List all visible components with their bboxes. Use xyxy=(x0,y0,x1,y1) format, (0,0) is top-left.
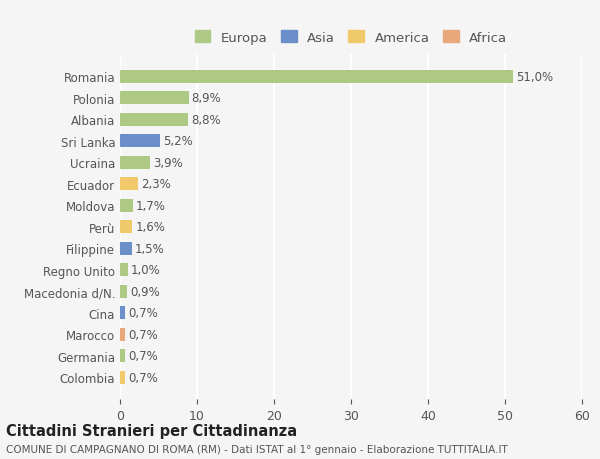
Text: 5,2%: 5,2% xyxy=(163,135,193,148)
Text: 1,5%: 1,5% xyxy=(134,242,164,255)
Bar xyxy=(120,307,125,319)
Text: 8,8%: 8,8% xyxy=(191,113,220,127)
Text: 0,7%: 0,7% xyxy=(128,349,158,362)
Text: 0,7%: 0,7% xyxy=(128,328,158,341)
Text: 1,7%: 1,7% xyxy=(136,199,166,212)
Text: COMUNE DI CAMPAGNANO DI ROMA (RM) - Dati ISTAT al 1° gennaio - Elaborazione TUTT: COMUNE DI CAMPAGNANO DI ROMA (RM) - Dati… xyxy=(6,444,508,454)
Bar xyxy=(120,178,138,191)
Bar xyxy=(120,113,188,127)
Bar xyxy=(120,371,125,384)
Bar xyxy=(120,71,513,84)
Bar xyxy=(120,157,150,169)
Bar xyxy=(120,242,131,255)
Bar xyxy=(120,263,128,276)
Legend: Europa, Asia, America, Africa: Europa, Asia, America, Africa xyxy=(191,27,511,49)
Text: Cittadini Stranieri per Cittadinanza: Cittadini Stranieri per Cittadinanza xyxy=(6,423,297,438)
Text: 0,9%: 0,9% xyxy=(130,285,160,298)
Text: 0,7%: 0,7% xyxy=(128,307,158,319)
Text: 0,7%: 0,7% xyxy=(128,371,158,384)
Bar xyxy=(120,221,133,234)
Bar xyxy=(120,135,160,148)
Text: 2,3%: 2,3% xyxy=(141,178,170,191)
Bar xyxy=(120,199,133,212)
Text: 3,9%: 3,9% xyxy=(153,157,183,169)
Text: 1,6%: 1,6% xyxy=(136,221,165,234)
Bar xyxy=(120,349,125,362)
Bar xyxy=(120,328,125,341)
Text: 1,0%: 1,0% xyxy=(131,263,161,277)
Text: 51,0%: 51,0% xyxy=(516,71,553,84)
Bar xyxy=(120,92,188,105)
Text: 8,9%: 8,9% xyxy=(191,92,221,105)
Bar xyxy=(120,285,127,298)
